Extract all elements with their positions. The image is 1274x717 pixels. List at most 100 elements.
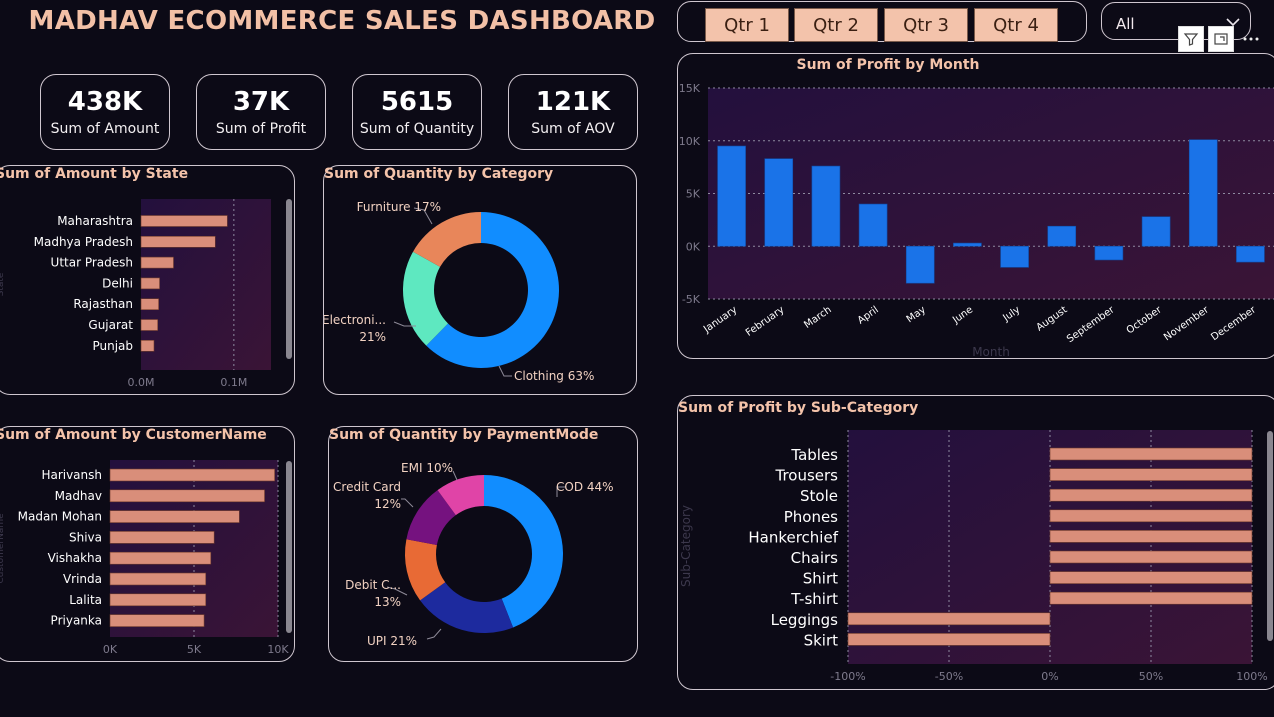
- payment-donut-chart: COD 44% UPI 21% Debit C... 13% Credit Card 12…: [333, 461, 614, 648]
- bar: [847, 612, 1051, 626]
- filter-icon[interactable]: [1178, 26, 1204, 52]
- x-tick-label: 10K: [267, 643, 289, 656]
- subcategory-chart-card: Sum of Profit by Sub-Category -100% -50% 0…: [677, 395, 1274, 690]
- kpi-label: Sum of AOV: [531, 121, 615, 137]
- donut-slice: [406, 490, 456, 546]
- category-donut-chart: Clothing 63% Electroni... 21% Furniture 17%: [324, 200, 594, 383]
- slice-percent-label: 12%: [374, 497, 401, 511]
- kpi-card-quantity[interactable]: 5615 Sum of Quantity: [352, 74, 482, 150]
- bar: [1049, 447, 1253, 461]
- customer-bar-chart: 0K 5K 10K CustomerName Harivansh Madhav Madan …: [0, 460, 289, 656]
- bar: [140, 277, 160, 290]
- y-axis-label: CustomerName: [0, 513, 6, 584]
- category-label: Phones: [784, 508, 838, 526]
- more-options-icon[interactable]: [1238, 26, 1264, 52]
- scrollbar[interactable]: [286, 199, 292, 359]
- category-label: Shirt: [803, 570, 838, 588]
- category-label: Vishakha: [48, 551, 102, 565]
- state-bar-chart: 0.0M 0.1M State Maharashtra Madhya Pradesh Ut…: [0, 199, 271, 389]
- donut-slice: [403, 251, 449, 346]
- x-tick-label: 0.0M: [128, 376, 155, 389]
- plot-area: [110, 460, 278, 637]
- slice-percent-label: 13%: [374, 595, 401, 609]
- donut-slice: [484, 475, 564, 628]
- donut-slice: [426, 212, 559, 368]
- x-tick-label: 5K: [187, 643, 202, 656]
- bar: [1141, 216, 1171, 247]
- x-tick-label: 100%: [1236, 670, 1267, 683]
- x-tick-label: May: [905, 304, 928, 325]
- bar: [109, 593, 207, 607]
- state-chart-card: Sum of Amount by State 0.0M 0.1M State Maha…: [0, 165, 295, 395]
- category-label: T-shirt: [790, 590, 838, 608]
- category-label: Priyanka: [51, 614, 102, 628]
- bar: [1000, 245, 1029, 268]
- kpi-value: 5615: [380, 87, 454, 117]
- slice-label: Clothing 63%: [514, 369, 594, 383]
- filter-dropdown[interactable]: All: [1101, 2, 1251, 40]
- kpi-value: 121K: [535, 87, 611, 117]
- y-tick-label: 5K: [686, 188, 701, 201]
- bar: [1049, 468, 1253, 481]
- bar: [140, 256, 174, 269]
- qtr-1-button[interactable]: Qtr 1: [705, 8, 789, 42]
- bar: [858, 203, 888, 247]
- slice-label: EMI 10%: [401, 461, 453, 475]
- bar: [140, 215, 228, 227]
- category-label: Trousers: [774, 467, 838, 485]
- bar: [847, 633, 1051, 646]
- plot-area: [141, 199, 271, 370]
- bar: [1094, 245, 1124, 261]
- category-label: Rajasthan: [73, 297, 133, 311]
- qtr-4-button[interactable]: Qtr 4: [974, 8, 1058, 42]
- slice-label: COD 44%: [556, 480, 614, 494]
- bar: [1049, 488, 1253, 502]
- focus-mode-icon[interactable]: [1208, 26, 1234, 52]
- y-tick-label: 15K: [679, 82, 701, 95]
- x-tick-label: June: [950, 304, 975, 326]
- slice-label: Electroni...: [324, 313, 386, 327]
- x-tick-label: March: [802, 304, 833, 330]
- bar: [109, 489, 265, 503]
- kpi-label: Sum of Quantity: [359, 121, 475, 137]
- bar: [109, 551, 212, 565]
- y-axis-label: Sub-Category: [679, 505, 693, 587]
- kpi-card-aov[interactable]: 121K Sum of AOV: [508, 74, 638, 150]
- customer-chart-card: Sum of Amount by CustomerName 0K 5K 10K Cus…: [0, 426, 295, 662]
- scrollbar[interactable]: [1267, 431, 1273, 641]
- kpi-card-profit[interactable]: 37K Sum of Profit: [196, 74, 326, 150]
- category-chart-card: Sum of Quantity by Category Clothing 63%…: [323, 165, 637, 395]
- kpi-card-amount[interactable]: 438K Sum of Amount: [40, 74, 170, 150]
- category-label: Vrinda: [63, 572, 102, 586]
- y-tick-label: 10K: [679, 135, 701, 148]
- category-label: Leggings: [771, 611, 839, 629]
- bar: [140, 319, 159, 331]
- quarter-slicer: Qtr 1 Qtr 2 Qtr 3 Qtr 4: [677, 1, 1087, 42]
- y-tick-label: -5K: [682, 293, 701, 306]
- qtr-2-button[interactable]: Qtr 2: [794, 8, 878, 42]
- category-label: Madhav: [55, 489, 102, 503]
- slice-percent-label: 21%: [359, 330, 386, 344]
- bar: [140, 298, 159, 310]
- category-label: Lalita: [69, 593, 102, 607]
- category-label: Shiva: [69, 530, 102, 544]
- scrollbar[interactable]: [286, 461, 292, 633]
- leader-line: [386, 586, 408, 596]
- category-label: Maharashtra: [57, 214, 133, 228]
- category-label: Delhi: [102, 276, 133, 290]
- visual-header: [1178, 26, 1264, 52]
- leader-line: [413, 207, 433, 225]
- x-tick-label: October: [1125, 304, 1165, 336]
- leader-line: [426, 628, 442, 640]
- qtr-3-button[interactable]: Qtr 3: [884, 8, 968, 42]
- dashboard-title: MADHAV ECOMMERCE SALES DASHBOARD: [28, 6, 656, 36]
- bar: [140, 340, 155, 352]
- bar: [1049, 509, 1253, 523]
- x-tick-label: August: [1034, 304, 1069, 333]
- bar: [1049, 550, 1253, 564]
- subcategory-bar-chart: -100% -50% 0% 50% 100% Sub-Category Tables Trou…: [679, 430, 1268, 683]
- donut-slice: [420, 582, 514, 633]
- x-tick-label: December: [1209, 304, 1259, 343]
- category-label: Hankerchief: [748, 528, 838, 546]
